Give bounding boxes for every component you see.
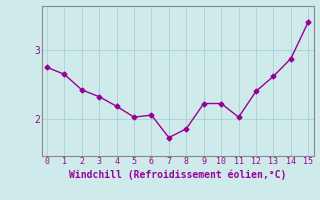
- X-axis label: Windchill (Refroidissement éolien,°C): Windchill (Refroidissement éolien,°C): [69, 169, 286, 180]
